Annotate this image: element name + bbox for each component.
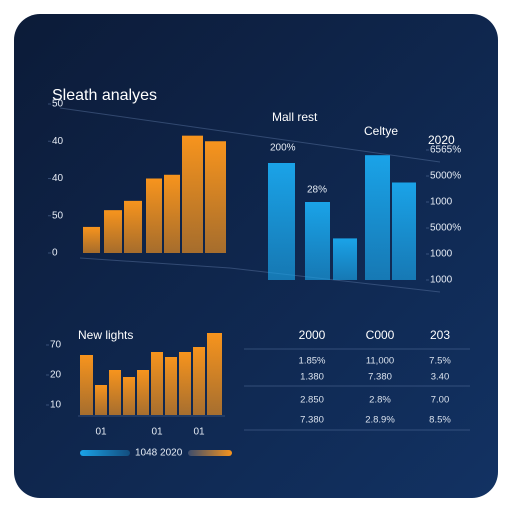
y-tick-label: 70 <box>50 340 62 351</box>
table-cell: 7.00 <box>431 395 450 406</box>
table-cell: 2.8.9% <box>365 415 395 426</box>
table-cell: 3.40 <box>431 372 450 383</box>
x-tick-label: 01 <box>95 427 107 438</box>
table-header: C000 <box>366 328 395 342</box>
bar <box>305 202 330 280</box>
table-cell: 7.380 <box>368 372 392 383</box>
y-tick-label: 1000 <box>430 275 453 286</box>
table-cell: 2.8% <box>369 395 391 406</box>
y-tick-label: 5000% <box>430 223 461 234</box>
y-tick-label: 6565% <box>430 145 461 156</box>
y-tick-label: 50 <box>52 210 64 221</box>
bar <box>365 155 390 280</box>
bar <box>268 163 295 280</box>
y-tick-label: 1000 <box>430 197 453 208</box>
bar <box>182 135 203 253</box>
chart-title: Sleath analyes <box>52 87 157 104</box>
bar <box>83 226 100 253</box>
table-header: 203 <box>430 328 450 342</box>
bar <box>104 210 122 253</box>
y-tick-label: 40 <box>52 173 64 184</box>
legend-swatch <box>188 450 232 456</box>
y-tick-label: 20 <box>50 370 62 381</box>
bar <box>95 385 107 415</box>
table-cell: 1.85% <box>299 356 326 367</box>
x-tick-label: 01 <box>151 427 163 438</box>
y-tick-label: 0 <box>52 248 58 259</box>
chart-title: New lights <box>78 328 133 342</box>
chart-title: Mall rest <box>272 110 318 124</box>
legend-swatch <box>80 450 130 456</box>
x-tick-label: 01 <box>193 427 205 438</box>
table-cell: 7.5% <box>429 356 451 367</box>
bar <box>151 352 163 415</box>
bar <box>392 182 416 280</box>
y-tick-label: 10 <box>50 400 62 411</box>
annotation: 2020 <box>428 133 455 147</box>
bar <box>193 347 205 415</box>
annotation: 200% <box>270 143 296 154</box>
bar <box>80 355 93 415</box>
y-tick-label: 1000 <box>430 249 453 260</box>
y-tick-label: 50 <box>52 99 64 110</box>
bar <box>179 352 191 415</box>
bar <box>207 333 222 415</box>
bar <box>333 238 357 280</box>
y-tick-label: 5000% <box>430 171 461 182</box>
legend-label: 1048 2020 <box>135 448 183 459</box>
chart-subtitle: Celtye <box>364 124 398 138</box>
bar <box>124 200 142 253</box>
table-cell: 2.850 <box>300 395 324 406</box>
bar <box>146 178 162 253</box>
table-cell: 8.5% <box>429 415 451 426</box>
table-cell: 1.380 <box>300 372 324 383</box>
y-tick-label: 40 <box>52 136 64 147</box>
bar <box>109 370 121 415</box>
bar <box>165 357 177 415</box>
bar <box>205 141 226 253</box>
bar <box>123 377 135 415</box>
table-cell: 11,000 <box>366 356 394 367</box>
bar <box>164 174 180 253</box>
table-cell: 7.380 <box>300 415 324 426</box>
annotation: 28% <box>307 185 327 196</box>
bar <box>137 370 149 415</box>
table-header: 2000 <box>299 328 326 342</box>
